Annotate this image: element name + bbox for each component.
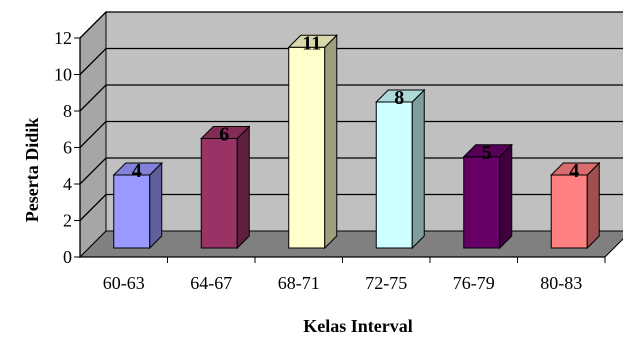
y-tick-label: 0 [63, 247, 72, 267]
y-tick-label: 4 [63, 174, 72, 194]
gridline [79, 193, 623, 221]
bar [550, 161, 601, 250]
x-tick-label: 68-71 [278, 273, 320, 293]
bar-top [375, 89, 426, 103]
x-tick-labels: 60-63 64-67 68-71 72-75 76-79 80-83 [103, 273, 583, 293]
y-tick-label: 8 [63, 101, 72, 121]
bar-top [550, 162, 601, 176]
bar-side [324, 34, 338, 250]
gridlines [79, 11, 623, 221]
y-tick-labels: 0 2 4 6 8 10 12 [54, 28, 72, 267]
y-tick-label: 10 [54, 65, 72, 85]
y-tick-label: 6 [63, 138, 72, 158]
bar-front [463, 156, 501, 249]
data-label: 6 [219, 124, 229, 146]
x-tick-label: 64-67 [190, 273, 232, 293]
x-tick-label: 60-63 [103, 273, 145, 293]
bar-side [236, 125, 250, 250]
y-tick-label: 12 [54, 28, 72, 48]
gridline [79, 11, 623, 39]
x-tick-label: 76-79 [453, 273, 495, 293]
gridline [79, 47, 623, 75]
y-axis-title: Peserta Didik [22, 118, 42, 222]
data-label: 8 [394, 87, 404, 109]
bar-top [462, 144, 513, 158]
bar-front [550, 174, 588, 249]
bar-front [113, 174, 151, 249]
x-tick-label: 72-75 [365, 273, 407, 293]
bars: 4 6 11 8 5 4 [112, 32, 601, 250]
axes [74, 37, 606, 263]
bar [375, 88, 426, 250]
data-label: 4 [569, 160, 579, 182]
gridline [79, 157, 623, 185]
bar-side [149, 161, 163, 250]
bar-front [288, 46, 326, 249]
gridline [79, 120, 623, 148]
y-tick-label: 2 [63, 211, 72, 231]
bar-front [200, 138, 238, 249]
bar [287, 34, 338, 250]
bar-side [586, 161, 600, 250]
x-axis-title: Kelas Interval [303, 316, 413, 336]
bar-front [375, 101, 413, 249]
x-tick-label: 80-83 [540, 273, 582, 293]
data-label: 4 [132, 160, 142, 182]
bar [462, 143, 513, 250]
bar-side [411, 88, 425, 250]
bar-top [112, 162, 163, 176]
bar-side [499, 143, 513, 250]
bar-top [200, 126, 251, 139]
bar [112, 161, 163, 250]
data-label: 11 [302, 32, 321, 54]
gridline [79, 84, 623, 112]
bar-top [287, 34, 338, 48]
bar [200, 125, 251, 250]
data-label: 5 [482, 142, 492, 164]
